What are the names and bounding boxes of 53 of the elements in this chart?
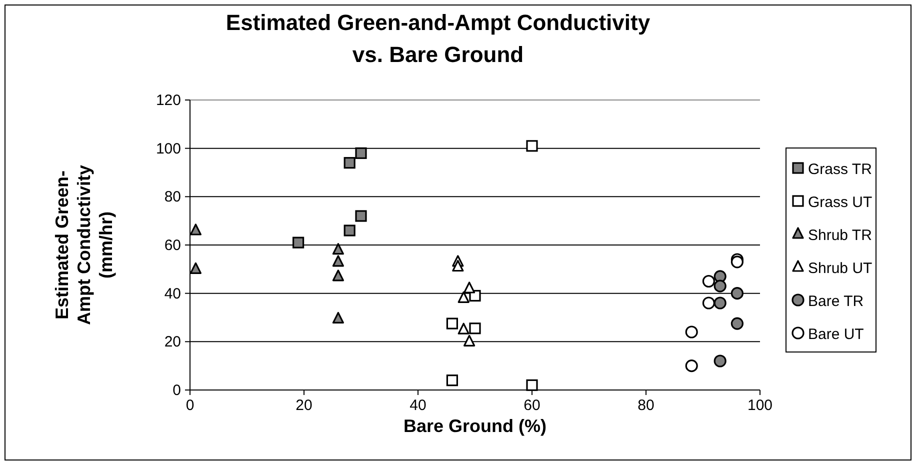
point (458, 291, 470, 303)
x-tick-label: 100 (747, 397, 773, 414)
legend-label: Shrub UT (808, 260, 872, 277)
point (730, 287, 744, 300)
point (526, 379, 538, 391)
chart-title: Estimated Green-and-Ampt Conductivity vs. Bare Ground (226, 10, 651, 67)
y-tick-label: 100 (156, 140, 181, 158)
point (344, 224, 356, 236)
x-tick-label: 20 (296, 397, 312, 414)
point (292, 236, 304, 248)
y-tick-label: 60 (164, 237, 181, 254)
point (702, 274, 715, 288)
point (714, 354, 726, 368)
point (332, 312, 344, 324)
point (332, 270, 344, 282)
point (730, 317, 744, 330)
point (458, 322, 470, 334)
x-axis-title: Bare Ground (%) (403, 416, 547, 436)
x-tick-label: 40 (410, 397, 426, 414)
x-tick-label: 0 (186, 397, 194, 414)
point (714, 296, 726, 310)
x-tick-label: 60 (524, 397, 540, 414)
point (344, 157, 356, 169)
y-tick-label: 120 (156, 92, 181, 109)
point (446, 318, 458, 330)
y-tick-label: 40 (164, 285, 181, 302)
point (714, 280, 726, 292)
y-tick-label: 20 (164, 334, 181, 351)
point (452, 260, 464, 272)
point (190, 262, 202, 274)
x-tick-label: 80 (638, 397, 654, 414)
point (332, 255, 344, 267)
legend-label: Grass UT (808, 194, 872, 211)
point (464, 282, 476, 294)
y-tick-label: 80 (164, 188, 181, 206)
point (526, 140, 538, 152)
y-tick-label: 0 (172, 382, 181, 399)
point (332, 243, 344, 255)
legend-label: Shrub TR (808, 227, 872, 244)
legend-label: Grass TR (808, 161, 872, 178)
legend-label: Bare TR (808, 293, 864, 310)
point (464, 334, 476, 346)
point (190, 224, 202, 236)
point (685, 326, 698, 338)
point (446, 374, 458, 386)
point (355, 210, 367, 222)
point (702, 296, 715, 310)
point (355, 147, 367, 159)
point (469, 322, 481, 334)
y-axis-title: Estimated Green- Ampt Conductivity (mm/hr) (52, 165, 116, 325)
legend-label: Bare UT (808, 326, 864, 343)
point (685, 360, 698, 372)
point (730, 256, 744, 268)
